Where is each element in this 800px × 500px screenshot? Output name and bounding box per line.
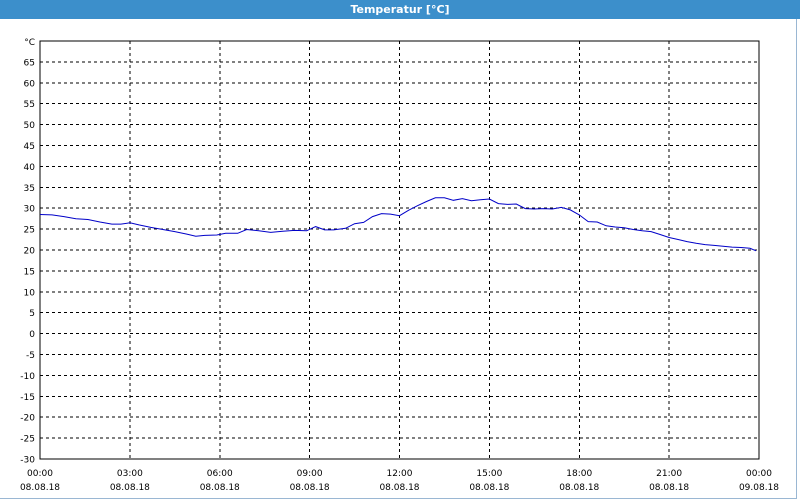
y-tick-label: 55 (24, 100, 35, 110)
y-tick-label: 35 (24, 184, 35, 194)
x-tick-time-label: 09:00 (297, 469, 323, 479)
x-tick-date-label: 08.08.18 (469, 483, 509, 493)
y-tick-label: 40 (24, 163, 36, 173)
x-tick-date-label: 08.08.18 (200, 483, 240, 493)
y-tick-label: 45 (24, 142, 35, 152)
temperature-chart: 65605550454035302520151050-5-10-15-20-25… (20, 38, 779, 493)
chart-title: Temperatur [°C] (0, 0, 800, 19)
x-tick-time-label: 06:00 (207, 469, 233, 479)
y-tick-label: -15 (20, 393, 35, 403)
y-tick-label: -5 (26, 351, 35, 361)
x-tick-date-label: 08.08.18 (290, 483, 330, 493)
y-axis-unit-label: °C (24, 38, 35, 48)
y-tick-label: 5 (29, 309, 35, 319)
x-tick-time-label: 15:00 (476, 469, 502, 479)
y-tick-label: 25 (24, 226, 35, 236)
y-tick-label: 10 (24, 288, 36, 298)
plot-border (39, 40, 760, 460)
y-tick-label: 30 (24, 205, 36, 215)
y-tick-label: 15 (24, 267, 35, 277)
x-tick-time-label: 18:00 (566, 469, 592, 479)
y-tick-label: 60 (24, 79, 36, 89)
chart-area: 65 60 55 50 45 40 35 30 25 20 15 10 5 0 -5 -10 -15 -20 -25… (0, 19, 797, 499)
y-tick-label: -20 (20, 414, 35, 424)
x-tick-time-label: 21:00 (656, 469, 682, 479)
y-tick-label: -25 (20, 435, 35, 445)
x-tick-time-label: 00:00 (746, 469, 772, 479)
x-tick-time-label: 00:00 (27, 469, 53, 479)
x-tick-time-label: 03:00 (117, 469, 143, 479)
y-tick-label: -30 (20, 456, 35, 466)
y-tick-label: -10 (20, 372, 35, 382)
temperature-series-line (39, 197, 757, 252)
x-tick-date-label: 08.08.18 (649, 483, 689, 493)
y-tick-label: 0 (29, 330, 35, 340)
x-tick-date-label: 08.08.18 (379, 483, 419, 493)
y-tick-label: 20 (24, 247, 36, 257)
x-tick-date-label: 08.08.18 (20, 483, 60, 493)
y-tick-label: 50 (24, 121, 36, 131)
x-tick-time-label: 12:00 (387, 469, 413, 479)
x-tick-date-label: 08.08.18 (559, 483, 599, 493)
y-tick-label: 65 (24, 58, 35, 68)
x-tick-date-label: 08.08.18 (110, 483, 150, 493)
x-tick-date-label: 09.08.18 (739, 483, 779, 493)
